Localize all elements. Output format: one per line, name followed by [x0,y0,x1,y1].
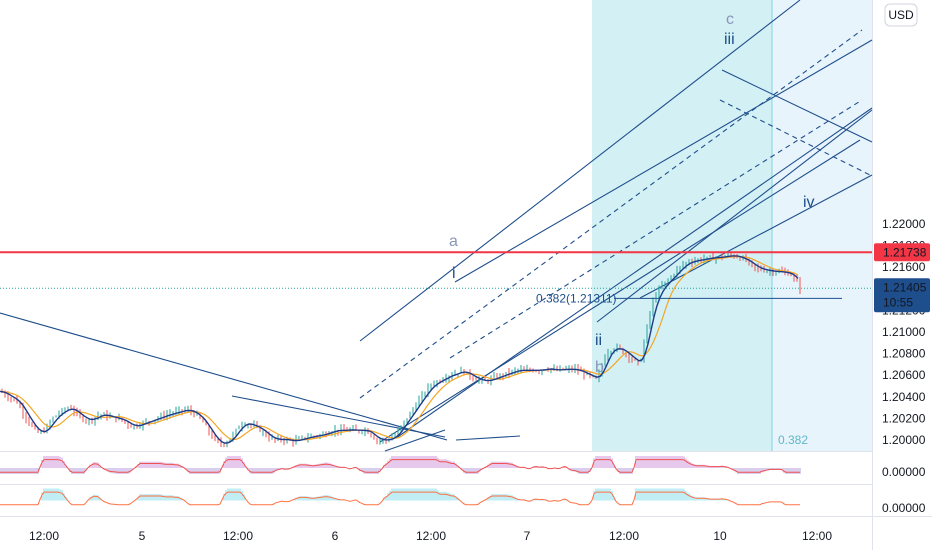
wave-label-a: a [449,233,458,250]
x-tick-label: 12:00 [29,529,59,543]
current-price-badge [874,278,930,313]
trendline[interactable] [359,0,801,342]
x-tick-label: 12:00 [223,529,253,543]
resistance-price-badge [874,243,930,262]
y-tick-label: 1.20600 [882,368,926,382]
x-tick-label: 10 [713,529,727,543]
moving-average-slow [0,256,799,441]
resistance-price-label: 1.21738 [883,245,927,259]
x-tick-label: 12:00 [802,529,832,543]
moving-average-fast [0,255,799,444]
trendline[interactable] [379,139,861,443]
fib-time-zone-cyan [592,0,772,451]
x-tick-label: 6 [332,529,339,543]
y-tick-label: 1.20800 [882,347,926,361]
trendline[interactable] [596,109,873,323]
trendline[interactable] [454,39,873,283]
dashed-trendline[interactable] [449,99,863,359]
wave-label-b: b [595,359,604,376]
x-tick-label: 12:00 [416,529,446,543]
y-tick-label: 1.20200 [882,411,926,425]
osc-tick-label: 0.00000 [882,465,926,479]
trendline[interactable] [384,429,446,452]
x-tick-label: 7 [524,529,531,543]
oscillator-line [0,459,800,473]
trendline[interactable] [395,107,873,439]
wave-label-iii: iii [724,31,735,48]
trendline[interactable] [639,174,873,299]
trendline[interactable] [455,435,521,441]
trendline[interactable] [721,69,873,143]
current-price-label: 1.21405 [883,280,927,294]
wave-label-iv: iv [803,194,815,211]
fib-time-zone-light [772,0,872,451]
y-tick-label: 1.21600 [882,260,926,274]
trendline[interactable] [0,312,448,441]
wave-label-c: c [726,11,734,28]
osc-tick-label: 0.00000 [882,501,926,515]
wave-label-ii: ii [595,332,602,349]
dashed-trendline[interactable] [719,99,871,176]
fib-level-label: 0.382(1.21311) [536,291,617,305]
wave-label-i: i [452,265,456,282]
currency-selector[interactable] [884,3,918,27]
y-tick-label: 1.20000 [882,433,926,447]
y-tick-label: 1.20400 [882,390,926,404]
y-tick-label: 1.21000 [882,325,926,339]
x-tick-label: 5 [139,529,146,543]
x-tick-label: 12:00 [609,529,639,543]
y-tick-label: 1.22000 [882,217,926,231]
oscillator-line [0,491,800,506]
fib-zone-label: 0.382 [778,433,808,447]
currency-label: USD [888,8,914,22]
dashed-trendline[interactable] [359,29,863,399]
bar-countdown-label: 10:55 [883,295,913,309]
